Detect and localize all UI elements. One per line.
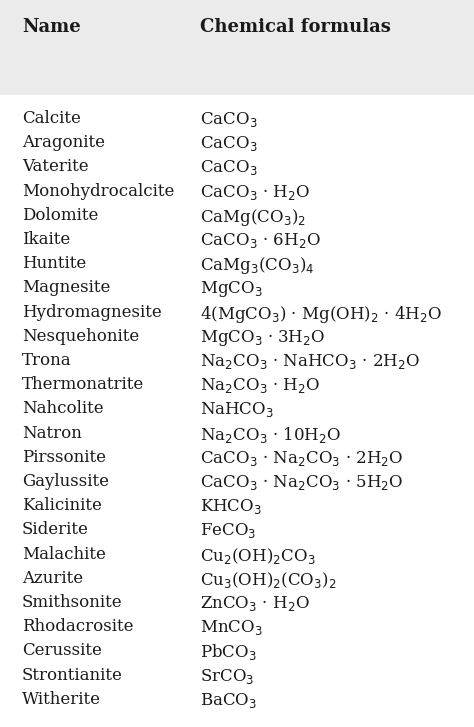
Text: Ikaite: Ikaite <box>22 231 70 248</box>
Text: NaHCO$_3$: NaHCO$_3$ <box>200 401 274 419</box>
Text: Huntite: Huntite <box>22 255 86 272</box>
Text: Smithsonite: Smithsonite <box>22 594 123 611</box>
Text: MgCO$_3$: MgCO$_3$ <box>200 279 263 300</box>
Text: Pirssonite: Pirssonite <box>22 449 106 466</box>
Bar <box>0 95 474 727</box>
Text: Nahcolite: Nahcolite <box>22 401 104 417</box>
Text: Strontianite: Strontianite <box>22 667 123 683</box>
Text: Aragonite: Aragonite <box>22 134 105 151</box>
Text: Monohydrocalcite: Monohydrocalcite <box>22 182 174 200</box>
Text: Na$_2$CO$_3$ · 10H$_2$O: Na$_2$CO$_3$ · 10H$_2$O <box>200 425 341 445</box>
Text: KHCO$_3$: KHCO$_3$ <box>200 497 262 516</box>
Text: FeCO$_3$: FeCO$_3$ <box>200 521 256 540</box>
Text: Cerussite: Cerussite <box>22 643 102 659</box>
Text: Calcite: Calcite <box>22 110 81 127</box>
Text: Dolomite: Dolomite <box>22 206 99 224</box>
Text: Thermonatrite: Thermonatrite <box>22 376 144 393</box>
Text: CaMg$_3$(CO$_3$)$_4$: CaMg$_3$(CO$_3$)$_4$ <box>200 255 315 276</box>
Text: Vaterite: Vaterite <box>22 158 89 175</box>
Text: 4(MgCO$_3$) · Mg(OH)$_2$ · 4H$_2$O: 4(MgCO$_3$) · Mg(OH)$_2$ · 4H$_2$O <box>200 304 442 324</box>
Text: Nesquehonite: Nesquehonite <box>22 328 139 345</box>
Text: MgCO$_3$ · 3H$_2$O: MgCO$_3$ · 3H$_2$O <box>200 328 325 348</box>
Text: Cu$_3$(OH)$_2$(CO$_3$)$_2$: Cu$_3$(OH)$_2$(CO$_3$)$_2$ <box>200 570 337 590</box>
Text: Chemical formulas: Chemical formulas <box>200 18 391 36</box>
Text: CaCO$_3$: CaCO$_3$ <box>200 110 258 129</box>
Text: Trona: Trona <box>22 352 72 369</box>
Text: CaMg(CO$_3$)$_2$: CaMg(CO$_3$)$_2$ <box>200 206 306 228</box>
Text: ZnCO$_3$ · H$_2$O: ZnCO$_3$ · H$_2$O <box>200 594 310 613</box>
Text: Malachite: Malachite <box>22 545 106 563</box>
Text: Name: Name <box>22 18 81 36</box>
Text: Kalicinite: Kalicinite <box>22 497 102 514</box>
Text: Na$_2$CO$_3$ · NaHCO$_3$ · 2H$_2$O: Na$_2$CO$_3$ · NaHCO$_3$ · 2H$_2$O <box>200 352 420 371</box>
Text: Gaylussite: Gaylussite <box>22 473 109 490</box>
Text: CaCO$_3$ · Na$_2$CO$_3$ · 5H$_2$O: CaCO$_3$ · Na$_2$CO$_3$ · 5H$_2$O <box>200 473 403 492</box>
Text: PbCO$_3$: PbCO$_3$ <box>200 643 257 662</box>
Text: CaCO$_3$ · H$_2$O: CaCO$_3$ · H$_2$O <box>200 182 310 201</box>
Text: Magnesite: Magnesite <box>22 279 110 297</box>
Text: Natron: Natron <box>22 425 82 441</box>
Text: BaCO$_3$: BaCO$_3$ <box>200 691 257 710</box>
Text: Hydromagnesite: Hydromagnesite <box>22 304 162 321</box>
Text: Rhodacrosite: Rhodacrosite <box>22 618 134 635</box>
Text: MnCO$_3$: MnCO$_3$ <box>200 618 263 637</box>
Text: CaCO$_3$ · 6H$_2$O: CaCO$_3$ · 6H$_2$O <box>200 231 321 250</box>
Text: Witherite: Witherite <box>22 691 101 708</box>
Text: Azurite: Azurite <box>22 570 83 587</box>
Text: CaCO$_3$: CaCO$_3$ <box>200 158 258 177</box>
Text: CaCO$_3$: CaCO$_3$ <box>200 134 258 153</box>
Text: CaCO$_3$ · Na$_2$CO$_3$ · 2H$_2$O: CaCO$_3$ · Na$_2$CO$_3$ · 2H$_2$O <box>200 449 403 467</box>
Text: Na$_2$CO$_3$ · H$_2$O: Na$_2$CO$_3$ · H$_2$O <box>200 376 320 395</box>
Text: Cu$_2$(OH)$_2$CO$_3$: Cu$_2$(OH)$_2$CO$_3$ <box>200 545 316 566</box>
Text: SrCO$_3$: SrCO$_3$ <box>200 667 255 686</box>
Text: Siderite: Siderite <box>22 521 89 539</box>
